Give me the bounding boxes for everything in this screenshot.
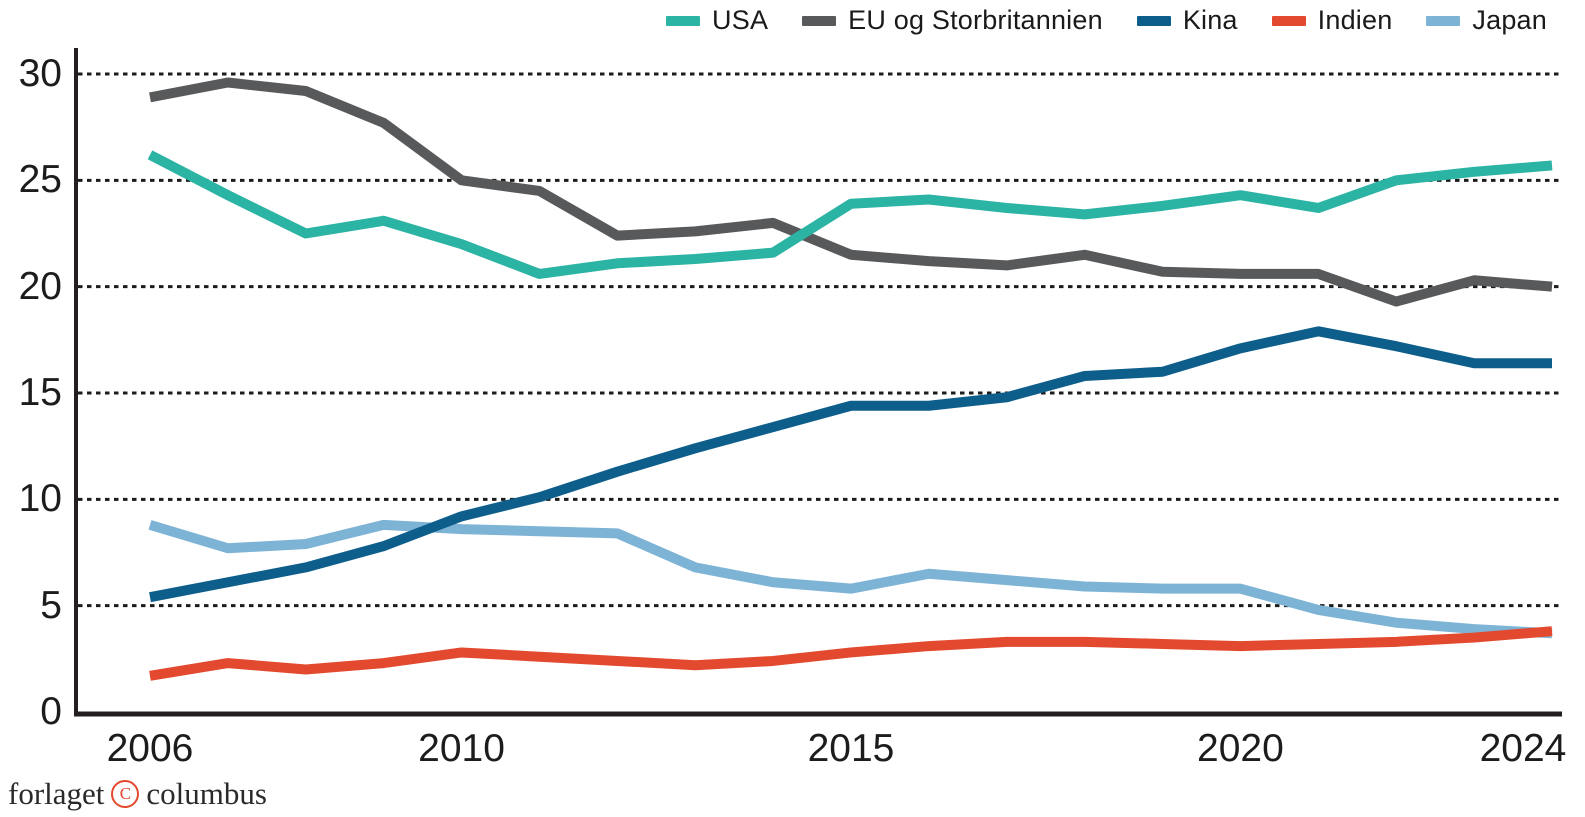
legend-swatch-usa — [666, 15, 701, 26]
x-tick-label-2024: 2024 — [1479, 727, 1567, 770]
legend-swatch-japan — [1426, 15, 1461, 26]
x-tick-label-2020: 2020 — [1197, 727, 1284, 770]
x-tick-label-2015: 2015 — [807, 727, 895, 770]
legend-swatch-kina — [1136, 15, 1171, 26]
y-tick-label-20: 20 — [18, 264, 62, 308]
legend-item-indien: Indien — [1271, 5, 1393, 36]
legend-label-japan: Japan — [1472, 5, 1547, 35]
legend-label-usa: USA — [712, 5, 769, 35]
series-line-kina — [149, 326, 1552, 603]
legend-item-usa: USA — [666, 5, 768, 36]
legend-swatch-indien — [1271, 15, 1306, 26]
legend-label-indien: Indien — [1317, 5, 1393, 35]
copyright-icon: C — [111, 780, 140, 808]
y-tick-label-25: 25 — [18, 158, 62, 202]
x-tick-label-2010: 2010 — [418, 727, 505, 770]
publisher-word-left: forlaget — [8, 776, 105, 811]
copyright-letter: C — [119, 784, 132, 803]
legend: USA EU og Storbritannien Kina Indien Jap… — [666, 5, 1547, 36]
publisher-credit: forlaget C columbus — [8, 776, 267, 812]
series-line-japan — [148, 519, 1553, 639]
legend-item-japan: Japan — [1426, 5, 1547, 36]
y-tick-label-5: 5 — [40, 583, 62, 627]
legend-item-kina: Kina — [1136, 5, 1238, 36]
y-tick-label-15: 15 — [18, 371, 62, 414]
legend-label-eu-og-storbritannien: EU og Storbritannien — [848, 5, 1103, 35]
series-line-eu-og-storbritannien — [149, 77, 1553, 307]
series-line-indien — [149, 626, 1553, 681]
legend-swatch-eu-og-storbritannien — [802, 15, 837, 26]
legend-item-eu-og-storbritannien: EU og Storbritannien — [802, 5, 1103, 36]
y-tick-label-30: 30 — [18, 52, 62, 95]
legend-label-kina: Kina — [1182, 5, 1238, 35]
y-tick-label-0: 0 — [40, 690, 62, 733]
x-tick-label-2006: 2006 — [106, 727, 194, 770]
y-tick-label-10: 10 — [18, 477, 62, 521]
publisher-word-right: columbus — [146, 776, 267, 811]
series-line-usa — [147, 150, 1553, 279]
